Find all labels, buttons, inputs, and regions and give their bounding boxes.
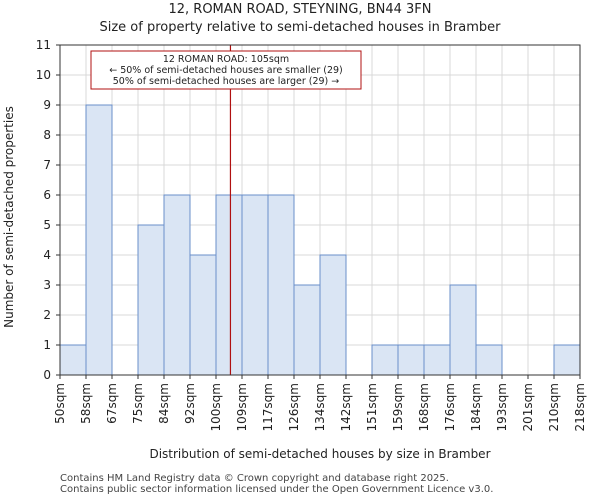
x-tick-label: 210sqm	[547, 383, 561, 431]
x-axis-label: Distribution of semi-detached houses by …	[149, 447, 490, 461]
x-tick-label: 168sqm	[417, 383, 431, 431]
x-tick-label: 50sqm	[53, 383, 67, 424]
bars	[59, 104, 581, 376]
x-tick-labels: 50sqm 58sqm 67sqm 75sqm 84sqm 92sqm 100sqm 109s…	[53, 383, 587, 431]
bar	[85, 104, 113, 376]
footer-line-2: Contains public sector information licen…	[60, 484, 494, 495]
x-tick-label: 117sqm	[261, 383, 275, 431]
chart-subtitle: Size of property relative to semi-detach…	[99, 20, 501, 35]
chart-title: 12, ROMAN ROAD, STEYNING, BN44 3FN	[168, 2, 432, 17]
y-axis-label: Number of semi-detached properties	[2, 106, 16, 328]
y-tick-label: 7	[43, 158, 51, 172]
annotation-box: 12 ROMAN ROAD: 105sqm ← 50% of semi-deta…	[90, 50, 362, 90]
x-tick-label: 193sqm	[495, 383, 509, 431]
bar	[163, 194, 191, 376]
y-tick-label: 11	[36, 38, 51, 52]
footer-line-1: Contains HM Land Registry data © Crown c…	[60, 473, 449, 484]
x-tick-label: 176sqm	[443, 383, 457, 431]
x-tick-label: 201sqm	[521, 383, 535, 431]
y-tick-label: 3	[43, 278, 51, 292]
x-tick-label: 58sqm	[79, 383, 93, 424]
x-tick-label: 67sqm	[105, 383, 119, 424]
bar	[137, 224, 165, 376]
bar	[553, 344, 581, 376]
x-tick-label: 184sqm	[469, 383, 483, 431]
bar	[397, 344, 425, 376]
bar	[215, 194, 243, 376]
y-tick-label: 10	[36, 68, 51, 82]
y-tick-label: 1	[43, 338, 51, 352]
annotation-line-1: 12 ROMAN ROAD: 105sqm	[163, 54, 289, 65]
x-tick-label: 142sqm	[339, 383, 353, 431]
bar	[423, 344, 451, 376]
x-tick-label: 151sqm	[365, 383, 379, 431]
y-tick-label: 5	[43, 218, 51, 232]
bar	[267, 194, 295, 376]
x-tick-label: 134sqm	[313, 383, 327, 431]
y-tick-label: 8	[43, 128, 51, 142]
x-tick-label: 159sqm	[391, 383, 405, 431]
axes	[56, 44, 581, 379]
bar	[319, 254, 347, 376]
annotation-line-3: 50% of semi-detached houses are larger (…	[113, 76, 340, 87]
bar	[449, 284, 477, 376]
y-tick-label: 0	[43, 368, 51, 382]
bar	[371, 344, 399, 376]
bar	[475, 344, 503, 376]
bar	[59, 344, 87, 376]
x-tick-label: 84sqm	[157, 383, 171, 424]
y-tick-label: 9	[43, 98, 51, 112]
x-tick-label: 100sqm	[209, 383, 223, 431]
x-tick-label: 109sqm	[235, 383, 249, 431]
annotation-line-2: ← 50% of semi-detached houses are smalle…	[109, 65, 343, 76]
bar	[241, 194, 269, 376]
x-tick-label: 126sqm	[287, 383, 301, 431]
x-tick-label: 92sqm	[183, 383, 197, 424]
y-tick-labels: 0 1 2 3 4 5 6 7 8 9 10 11	[36, 38, 51, 382]
bar	[189, 254, 217, 376]
y-tick-label: 2	[43, 308, 51, 322]
annotation-frame	[90, 50, 362, 90]
x-tick-label: 75sqm	[131, 383, 145, 424]
x-tick-label: 218sqm	[573, 383, 587, 431]
y-tick-label: 6	[43, 188, 51, 202]
bar	[293, 284, 321, 376]
y-tick-label: 4	[43, 248, 51, 262]
